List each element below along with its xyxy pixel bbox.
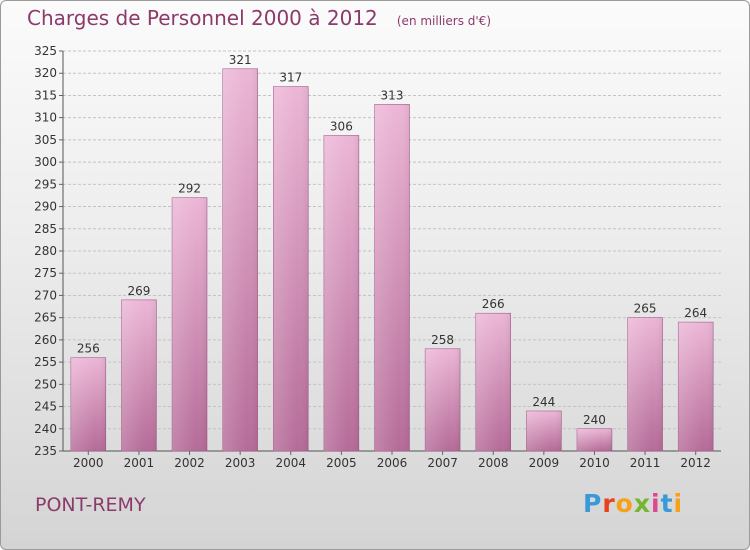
bar-shade: [475, 313, 511, 451]
y-tick-label: 325: [34, 44, 57, 58]
data-label: 292: [178, 182, 201, 196]
y-tick-label: 300: [34, 155, 57, 169]
y-tick-label: 285: [34, 222, 57, 236]
data-label: 265: [634, 302, 657, 316]
data-label: 244: [532, 395, 555, 409]
brand-logo-letter: i: [673, 489, 684, 518]
data-label: 313: [381, 88, 404, 102]
bar-shade: [374, 104, 410, 451]
y-tick-label: 290: [34, 200, 57, 214]
brand-logo-letter: x: [633, 489, 651, 518]
bar-shade: [273, 86, 309, 452]
x-tick-label: 2003: [225, 456, 256, 470]
y-tick-label: 260: [34, 333, 57, 347]
bar-shade: [425, 348, 461, 451]
place-name: PONT-REMY: [35, 494, 146, 516]
x-tick-label: 2005: [326, 456, 357, 470]
y-tick-label: 240: [34, 422, 57, 436]
x-tick-label: 2011: [630, 456, 661, 470]
bar-shade: [172, 197, 208, 451]
title-row: Charges de Personnel 2000 à 2012 (en mil…: [27, 6, 491, 30]
bar-shade: [222, 68, 258, 452]
bar-shade: [576, 428, 612, 451]
y-tick-label: 275: [34, 266, 57, 280]
bar-shade: [678, 322, 714, 451]
y-tick-label: 235: [34, 444, 57, 458]
y-tick-label: 250: [34, 377, 57, 391]
y-tick-label: 295: [34, 177, 57, 191]
x-tick-label: 2008: [478, 456, 509, 470]
brand-logo-letter: i: [651, 489, 661, 518]
axes: 235 240 245 250 255 260 265 270 275 280 285 290 295 3…: [34, 44, 721, 470]
y-tick-label: 315: [34, 88, 57, 102]
brand-logo-letter: r: [602, 489, 616, 518]
bar-shade: [526, 411, 562, 451]
x-tick-label: 2004: [275, 456, 306, 470]
x-tick-label: 2010: [579, 456, 610, 470]
bar-shade: [70, 357, 106, 451]
brand-logo-letter: o: [615, 489, 634, 518]
y-tick-label: 255: [34, 355, 57, 369]
data-label: 264: [684, 306, 707, 320]
y-tick-label: 265: [34, 311, 57, 325]
y-tick-label: 245: [34, 400, 57, 414]
bars: [70, 68, 714, 452]
x-tick-label: 2001: [124, 456, 155, 470]
x-tick-label: 2000: [73, 456, 104, 470]
x-tick-label: 2002: [174, 456, 205, 470]
y-tick-label: 320: [34, 66, 57, 80]
data-label: 266: [482, 297, 505, 311]
data-label: 317: [279, 71, 302, 85]
brand-logo-letter: t: [660, 489, 674, 518]
data-label: 269: [127, 284, 150, 298]
y-tick-label: 310: [34, 111, 57, 125]
x-tick-label: 2006: [377, 456, 408, 470]
brand-logo: Proxiti: [583, 489, 683, 518]
y-tick-label: 270: [34, 288, 57, 302]
chart-subtitle: (en milliers d'€): [396, 14, 491, 28]
data-labels: 256 269 292 321 317 306 313 258 266 244 240 265 264: [77, 53, 707, 427]
y-tick-label: 280: [34, 244, 57, 258]
bar-shade: [627, 317, 663, 451]
chart-title: Charges de Personnel 2000 à 2012: [27, 6, 378, 30]
bar-shade: [121, 299, 157, 451]
data-label: 256: [77, 342, 100, 356]
data-label: 240: [583, 413, 606, 427]
x-tick-label: 2009: [529, 456, 560, 470]
data-label: 258: [431, 333, 454, 347]
y-tick-label: 305: [34, 133, 57, 147]
brand-logo-letter: P: [583, 489, 603, 518]
data-label: 306: [330, 119, 353, 133]
bar-shade: [323, 135, 359, 451]
x-tick-label: 2007: [427, 456, 458, 470]
x-tick-label: 2012: [680, 456, 711, 470]
data-label: 321: [229, 53, 252, 67]
